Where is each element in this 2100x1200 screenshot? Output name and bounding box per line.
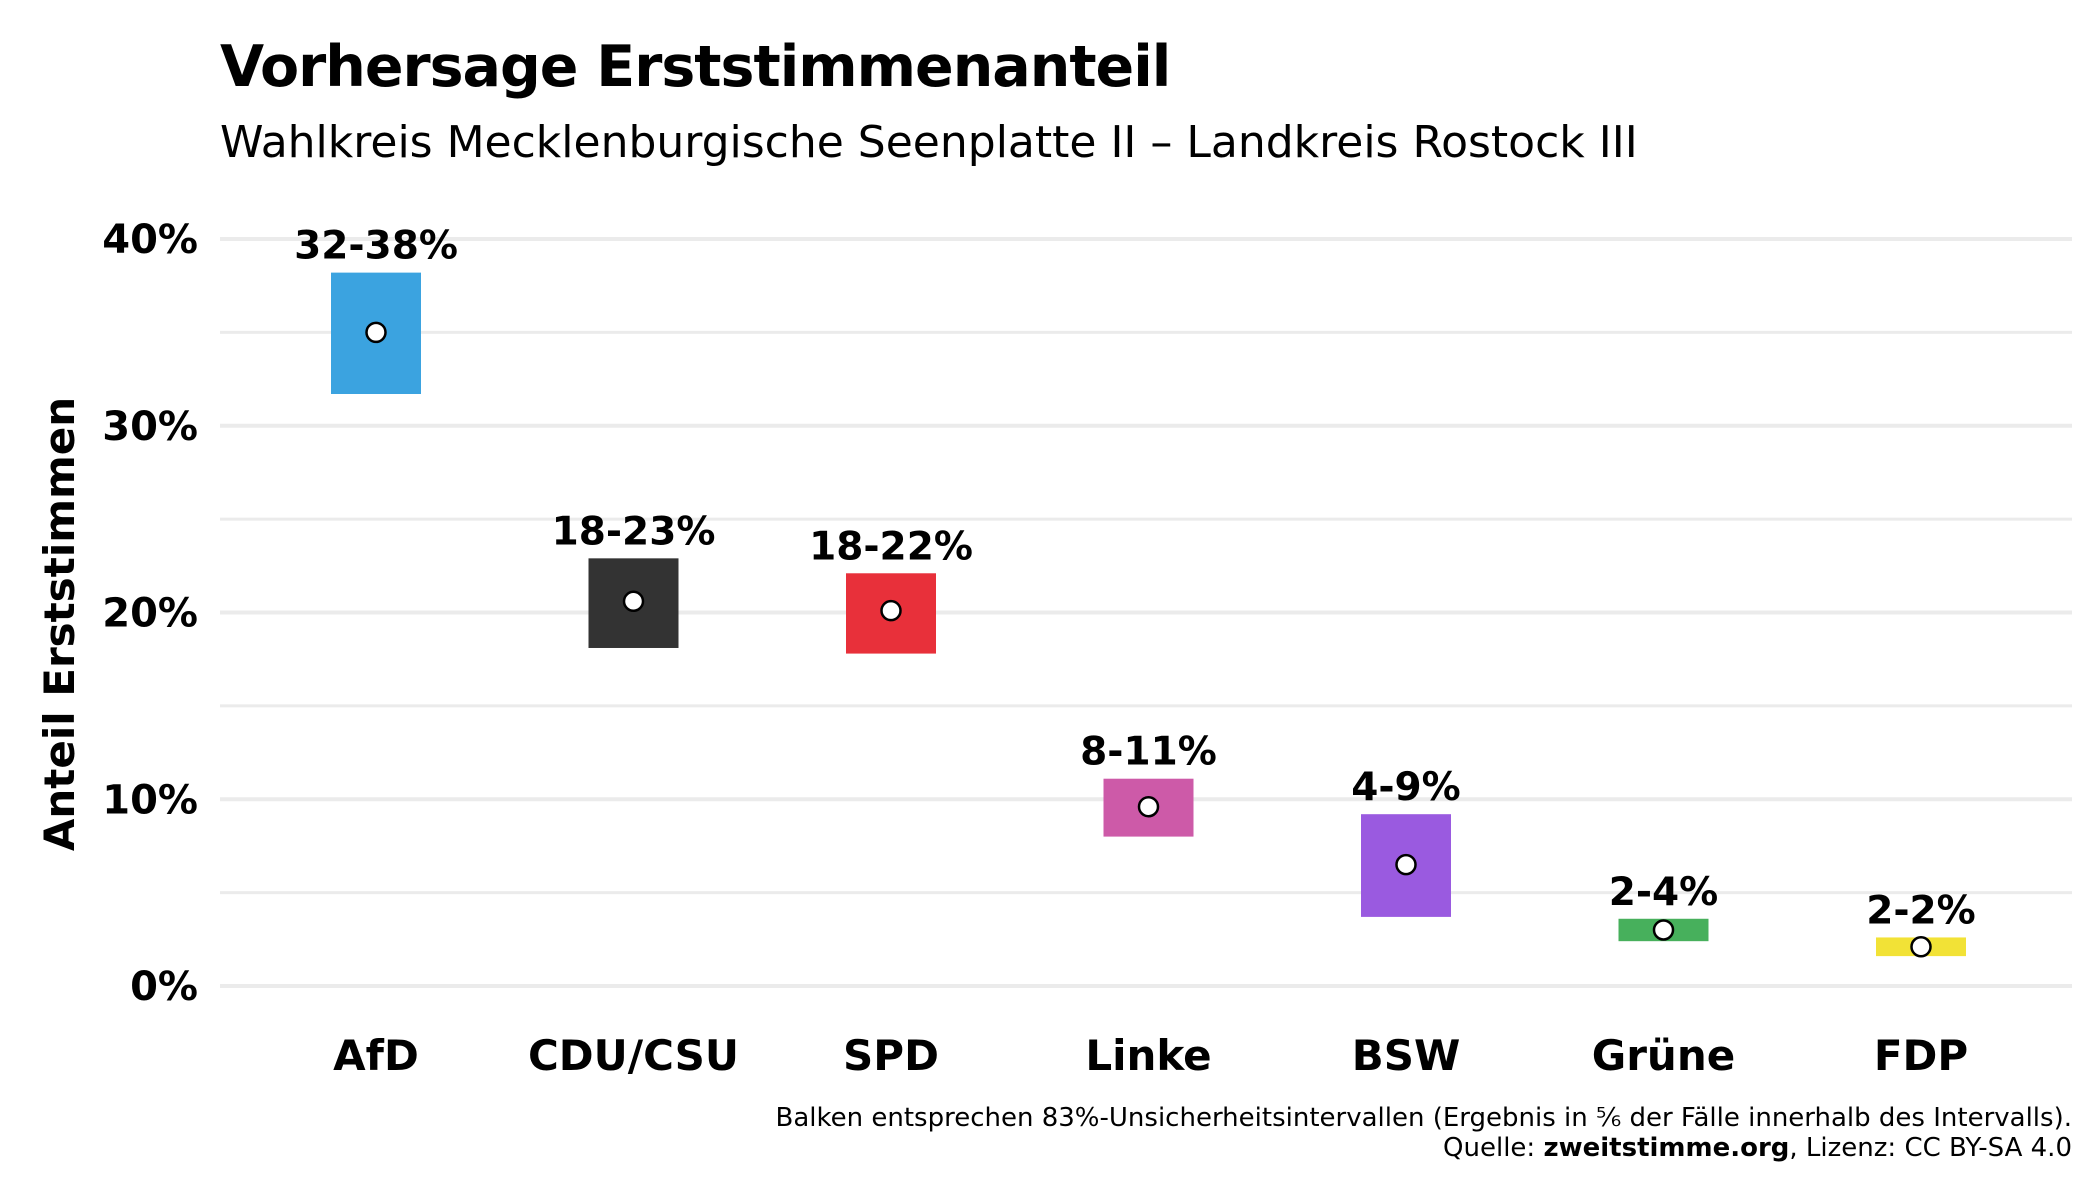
range-label: 4-9% — [1351, 765, 1461, 810]
point-estimate-marker — [880, 599, 902, 622]
caption-source: Quelle: zweitstimme.org, Lizenz: CC BY-S… — [1443, 1133, 2072, 1163]
caption-note: Balken entsprechen 83%-Unsicherheitsinte… — [776, 1103, 2072, 1133]
grid — [220, 237, 2072, 988]
y-axis-label: Anteil Erststimmen — [35, 397, 84, 851]
y-tick-label: 30% — [102, 404, 198, 450]
range-label: 18-23% — [552, 509, 716, 554]
point-estimate-marker — [1395, 853, 1417, 876]
x-axis-categories: AfD CDU/CSU SPD Linke BSW Grüne FDP — [333, 1031, 1968, 1080]
point-estimate-marker — [365, 321, 387, 344]
range-label: 8-11% — [1080, 730, 1217, 775]
range-bars: 32-38% 18-23% 18-22% 8-11% 4-9% 2-4% 2-2% — [294, 224, 1976, 958]
y-tick-label: 40% — [102, 217, 198, 263]
x-category-label: SPD — [843, 1031, 939, 1080]
y-tick-label: 0% — [130, 964, 198, 1010]
y-tick-label: 20% — [102, 591, 198, 637]
range-label: 18-22% — [809, 524, 973, 569]
chart-subtitle: Wahlkreis Mecklenburgische Seenplatte II… — [220, 117, 1638, 168]
range-label: 2-2% — [1866, 888, 1976, 933]
y-axis-ticks: 0% 10% 20% 30% 40% — [102, 217, 198, 1010]
caption-source-suffix: , Lizenz: CC BY-SA 4.0 — [1789, 1133, 2072, 1163]
range-label: 32-38% — [294, 224, 458, 269]
x-category-label: Grüne — [1592, 1031, 1735, 1080]
point-estimate-marker — [1137, 795, 1160, 818]
y-tick-label: 10% — [102, 777, 198, 823]
x-category-label: BSW — [1352, 1031, 1461, 1080]
x-category-label: AfD — [333, 1031, 419, 1080]
point-estimate-marker — [1652, 919, 1675, 941]
x-category-label: CDU/CSU — [528, 1031, 739, 1080]
point-estimate-marker — [1910, 936, 1932, 958]
caption-source-link[interactable]: zweitstimme.org — [1543, 1133, 1789, 1163]
point-estimate-marker — [622, 590, 645, 613]
x-category-label: FDP — [1874, 1031, 1968, 1080]
chart-title: Vorhersage Erststimmenanteil — [220, 34, 1170, 100]
x-category-label: Linke — [1085, 1031, 1211, 1080]
caption-source-prefix: Quelle: — [1443, 1133, 1543, 1163]
range-label: 2-4% — [1609, 870, 1719, 915]
